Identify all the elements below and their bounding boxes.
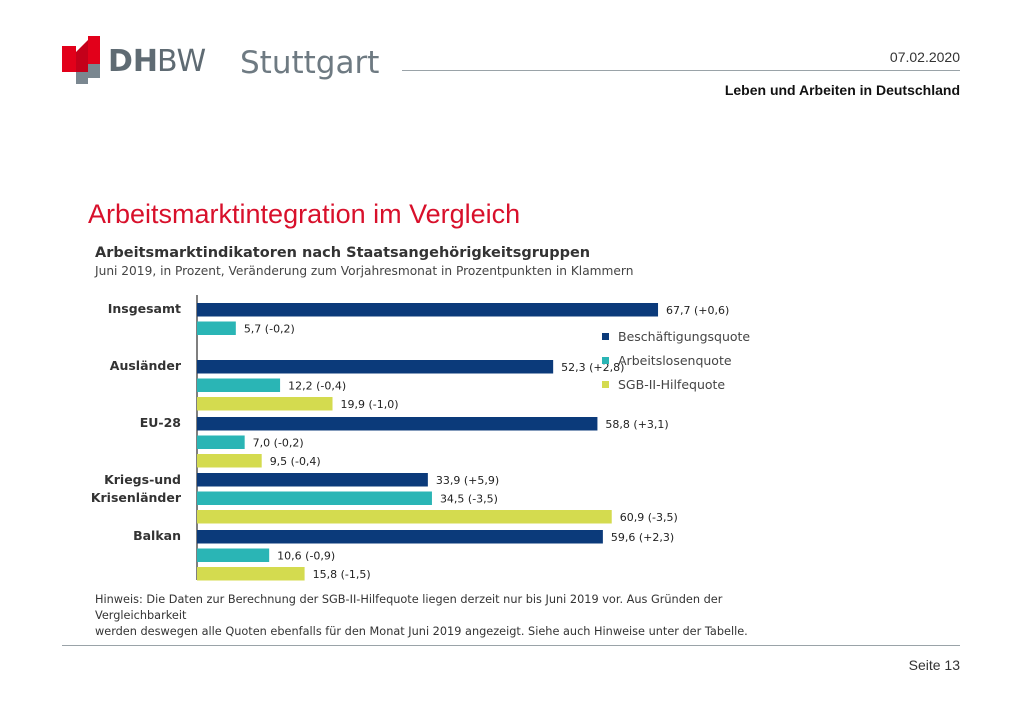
bar-0-0 [197, 303, 659, 317]
chart-title: Arbeitsmarktindikatoren nach Staatsangeh… [95, 245, 591, 261]
slide-title: Arbeitsmarktintegration im Vergleich [88, 199, 521, 229]
logo-text-city: Stuttgart [240, 45, 379, 81]
category-label-2: EU-28 [140, 415, 181, 430]
data-label-1-2: 19,9 (-1,0) [341, 398, 399, 411]
header-date: 07.02.2020 [889, 49, 960, 65]
logo-text-bw: BW [157, 44, 206, 79]
bar-4-2 [197, 567, 305, 581]
data-label-2-2: 9,5 (-0,4) [270, 455, 321, 468]
dhbw-logo: DH BW Stuttgart [62, 36, 379, 84]
data-label-3-1: 34,5 (-3,5) [440, 492, 498, 505]
footer-divider [62, 645, 960, 646]
chart-note-line-1: Hinweis: Die Daten zur Berechnung der SG… [95, 593, 723, 622]
legend-label-0: Beschäftigungsquote [618, 329, 750, 344]
bar-1-2 [197, 397, 333, 411]
category-label-1: Ausländer [110, 358, 182, 373]
bar-1-0 [197, 360, 554, 374]
bar-0-1 [197, 321, 236, 335]
bar-2-0 [197, 417, 598, 431]
page-number: Seite 13 [908, 657, 960, 673]
category-label-0: Insgesamt [108, 301, 181, 316]
header-subtitle: Leben und Arbeiten in Deutschland [724, 82, 960, 98]
data-label-0-0: 67,7 (+0,6) [666, 304, 729, 317]
data-label-4-0: 59,6 (+2,3) [611, 531, 674, 544]
data-label-1-0: 52,3 (+2,8) [561, 361, 624, 374]
category-label-3: Kriegs-und Krisenländer [91, 472, 182, 505]
data-label-4-1: 10,6 (-0,9) [277, 549, 335, 562]
bar-chart: 67,7 (+0,6) 5,7 (-0,2) Insgesamt 52,3 (+2,8… [91, 295, 750, 581]
chart-note-line-2: werden deswegen alle Quoten ebenfalls fü… [95, 625, 748, 638]
legend-swatch-0 [602, 333, 609, 340]
chart-subtitle: Juni 2019, in Prozent, Veränderung zum V… [95, 264, 634, 278]
dhbw-logo-mark [62, 36, 100, 84]
data-label-3-0: 33,9 (+5,9) [436, 474, 499, 487]
data-label-4-2: 15,8 (-1,5) [313, 568, 371, 581]
chart-note: Hinweis: Die Daten zur Berechnung der SG… [95, 592, 795, 640]
header-divider [402, 70, 960, 71]
bar-1-1 [197, 378, 281, 392]
legend-swatch-1 [602, 357, 609, 364]
logo-text-dh: DH [108, 44, 158, 79]
legend-label-2: SGB-II-Hilfequote [618, 377, 725, 392]
bar-2-1 [197, 435, 245, 449]
data-label-3-2: 60,9 (-3,5) [620, 511, 678, 524]
bar-3-2 [197, 510, 612, 524]
data-label-0-1: 5,7 (-0,2) [244, 322, 295, 335]
legend-swatch-2 [602, 381, 609, 388]
bar-4-0 [197, 530, 603, 544]
data-label-2-1: 7,0 (-0,2) [253, 436, 304, 449]
bar-4-1 [197, 548, 270, 562]
bar-3-0 [197, 473, 428, 487]
legend-label-1: Arbeitslosenquote [618, 353, 732, 368]
category-label-4: Balkan [133, 528, 181, 543]
data-label-2-0: 58,8 (+3,1) [605, 418, 668, 431]
bar-3-1 [197, 491, 432, 505]
bar-2-2 [197, 454, 262, 468]
data-label-1-1: 12,2 (-0,4) [288, 379, 346, 392]
